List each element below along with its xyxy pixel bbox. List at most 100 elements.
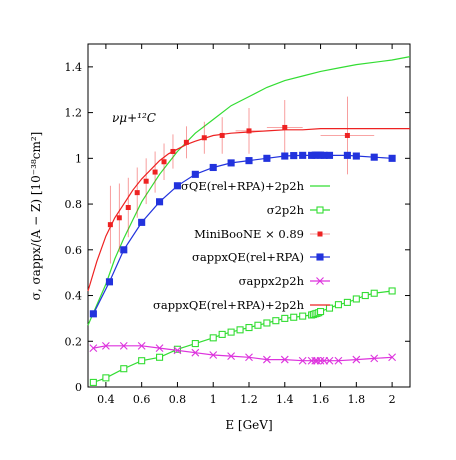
series-4-point-5-b [173,346,182,355]
series-4-point-15-b [313,356,321,365]
series-4-point-21-b [370,354,379,363]
series-4-point-4 [155,344,164,353]
series-2-point-10 [219,132,225,138]
series-4-point-3 [137,341,146,350]
series-4-point-8-b [227,352,236,361]
series-2-point-6 [161,159,167,165]
series-2-point-11 [246,128,252,134]
series-4-point-11-b [280,355,289,364]
legend-marker-2 [317,231,323,237]
series-4-point-22-b [388,353,397,362]
series-3-point-22 [352,152,360,160]
legend-label-1: σQE(rel+RPA)+2p2h [181,179,305,193]
series-4-point-18-b [325,356,334,365]
series-4-point-19-b [334,356,343,365]
series-1-point-9 [227,328,235,336]
series-2-point-3 [134,190,140,196]
series-4-point-2 [119,341,128,350]
series-1-point-2 [120,365,128,373]
series-4-point-7-b [209,351,218,359]
x-tick-label-8: 2 [389,393,396,406]
legend-label-4: σappxQE(rel+RPA) [192,250,304,264]
series-1-point-29 [370,289,378,297]
legend-marker-4 [316,277,324,285]
series-2-point-4 [143,178,149,184]
series-layer [87,56,411,386]
y-tick-label-7: 1.4 [65,61,83,74]
series-3-point-8 [227,159,235,167]
series-4-point-1-b [101,341,110,350]
series-2-point-5 [152,169,158,175]
x-tick-label-6: 1.6 [312,393,330,406]
series-3-point-13 [299,151,307,159]
legend-marker-4-b [316,277,324,285]
series-4-point-10 [262,355,271,364]
series-4-point-20-b [352,355,361,364]
series-3-point-21 [343,151,351,159]
series-3-point-20 [325,151,334,159]
legend: σQE(rel+RPA)+2p2h σ2p2h MiniBooNE × 0.89… [153,179,330,312]
series-2-point-8 [183,139,189,145]
series-4-point-11 [280,355,289,364]
x-tick-label-7: 1.8 [348,393,366,406]
series-1-point-12 [254,321,262,329]
legend-label-6: σappxQE(rel+RPA)+2p2h [153,298,305,312]
series-3-point-2 [120,246,128,254]
y-tick-label-0: 0 [75,381,82,394]
series-1-point-17 [299,312,307,320]
series-4-point-0-b [89,344,98,353]
series-4-point-16-b [316,356,325,365]
series-4-point-4-b [155,344,164,353]
series-4-point-19 [334,356,343,365]
series-1-point-8 [218,330,226,338]
y-tick-label-6: 1.2 [65,107,83,120]
y-tick-label-4: 0.8 [65,198,83,211]
series-5-line [87,128,410,292]
series-4-point-18 [325,356,334,365]
series-4-point-8 [227,352,236,361]
x-axis-label: E [GeV] [225,418,272,432]
series-4-point-16 [316,356,325,365]
x-tick-label-2: 0.8 [169,393,187,406]
series-2-point-0 [107,222,113,228]
y-tick-label-2: 0.4 [65,290,83,303]
series-2-point-12 [282,124,288,130]
series-3-point-1 [105,278,114,286]
series-1-point-26 [343,298,351,306]
series-4-point-2-b [119,341,128,350]
series-1-point-7 [209,334,217,342]
series-4-point-6 [191,348,200,357]
series-1-point-27 [352,295,360,303]
series-1-point-5 [173,345,181,353]
series-3-point-10 [263,154,271,162]
series-3-point-4 [156,198,164,206]
series-4-point-3-b [137,341,146,350]
series-4-point-6-b [191,348,200,357]
y-tick-label-3: 0.6 [65,244,83,257]
series-3-point-0 [89,310,97,318]
series-3-point-11 [281,152,289,160]
series-1-point-11 [245,323,253,332]
y-axis-label: σ, σappx/(A − Z) [10⁻³⁸cm²] [29,132,43,301]
series-4-point-21 [370,354,379,363]
y-tick-label-5: 1 [75,152,82,165]
legend-label-3: MiniBooNE × 0.89 [194,227,304,241]
series-1-point-13 [263,319,271,327]
series-3-point-24 [388,154,396,162]
plot-frame [87,43,411,388]
series-4-point-10-b [262,355,271,364]
series-4-point-20 [352,355,361,364]
series-4-point-5 [173,346,182,355]
x-tick-label-0: 0.4 [97,393,115,406]
series-1-point-10 [236,326,244,334]
series-1-point-1 [102,374,110,382]
axis-ticks: 0.4 0.6 0.8 1 1.2 1.4 1.6 1.8 2 0 0.2 0.4 0.6 0.8 1 1.2… [65,44,410,406]
series-2-point-1 [116,215,122,221]
series-1-point-4 [156,353,164,361]
series-2-point-13 [344,132,350,138]
series-4-point-9-b [245,353,253,362]
series-4-point-0 [89,344,98,353]
x-tick-label-3: 1 [210,393,217,406]
legend-label-5: σappx2p2h [239,274,305,288]
